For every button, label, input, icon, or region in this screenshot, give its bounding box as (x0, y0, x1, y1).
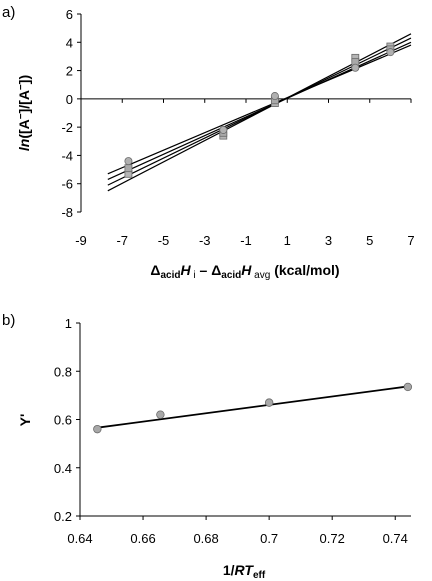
xlabel-part: i (191, 270, 196, 281)
x-tick-label-b: 0.7 (260, 531, 278, 546)
xlabel-part: H (181, 262, 192, 278)
x-tick-label-a: -5 (158, 233, 170, 248)
x-tick-label-b: 0.68 (193, 531, 218, 546)
y-tick-label-b: 0.2 (54, 509, 72, 524)
ylabel-part: ]/[A (16, 90, 32, 113)
data-point-b (264, 398, 274, 407)
xlabel-part: Δ (150, 262, 160, 278)
y-tick-label-a: 0 (66, 92, 73, 107)
y-tick-label-a: 6 (66, 7, 73, 22)
fit-line-a (107, 41, 412, 181)
fit-line-a (107, 44, 412, 175)
y-axis-label-a: ln([A−]/[A−]) (16, 75, 32, 151)
y-tick-label-a: -8 (61, 205, 73, 220)
x-tick-label-a: 7 (407, 233, 414, 248)
x-tick-label-a: 1 (284, 233, 291, 248)
data-point-b (403, 382, 413, 392)
x-tick-label-a: -9 (75, 233, 87, 248)
data-point-a (124, 157, 133, 166)
fit-line-a (107, 33, 412, 192)
panel-label-a: a) (2, 4, 15, 21)
panel-label-b: b) (2, 312, 15, 329)
data-point-b (156, 410, 165, 419)
x-tick-label-b: 0.64 (67, 531, 92, 546)
x-tick-label-b: 0.74 (383, 531, 408, 546)
xlabel-part: (kcal/mol) (270, 262, 339, 278)
y-tick-label-b: 1 (65, 316, 72, 331)
y-tick-label-a: 2 (66, 64, 73, 79)
data-point-a (351, 63, 360, 72)
xlabel-part: acid (160, 270, 180, 281)
xlabel-part: RT (235, 562, 255, 578)
xlabel-part: eff (253, 570, 266, 581)
y-tick-label-a: -6 (61, 177, 73, 192)
data-point-b (93, 424, 102, 434)
y-tick-label-a: -2 (61, 120, 73, 135)
data-point-a (270, 92, 279, 101)
x-tick-label-b: 0.66 (130, 531, 155, 546)
x-tick-label-b: 0.72 (320, 531, 345, 546)
x-tick-label-a: 3 (325, 233, 332, 248)
ylabel-part: − (16, 113, 27, 119)
y-axis-label-b: Y' (17, 414, 33, 427)
x-axis-label-a: ΔacidH i – ΔacidH avg (kcal/mol) (150, 262, 339, 281)
x-tick-label-a: -7 (116, 233, 128, 248)
xlabel-part: avg (251, 270, 270, 281)
ylabel-part: − (16, 84, 27, 90)
x-axis-label-b: 1/RTeff (223, 562, 266, 581)
y-tick-label-b: 0.8 (54, 364, 72, 379)
y-tick-label-a: 4 (66, 35, 73, 50)
x-tick-label-a: 5 (366, 233, 373, 248)
x-tick-label-a: -1 (240, 233, 252, 248)
data-point-a (124, 164, 133, 173)
xlabel-part: acid (221, 270, 241, 281)
ylabel-part: ]) (16, 75, 32, 84)
data-point-a (219, 125, 228, 134)
xlabel-part: H (241, 262, 252, 278)
ylabel-part: ([A (16, 119, 32, 138)
y-tick-label-a: -4 (61, 148, 73, 163)
y-tick-label-b: 0.4 (54, 461, 72, 476)
xlabel-part: 1/ (223, 562, 235, 578)
fit-line-b (97, 385, 408, 429)
ylabel-part: ln (16, 139, 32, 151)
y-tick-label-b: 0.6 (54, 413, 72, 428)
fit-line-a (107, 37, 412, 186)
x-tick-label-a: -3 (199, 233, 211, 248)
xlabel-part: – Δ (196, 262, 222, 278)
data-point-a (386, 48, 395, 57)
